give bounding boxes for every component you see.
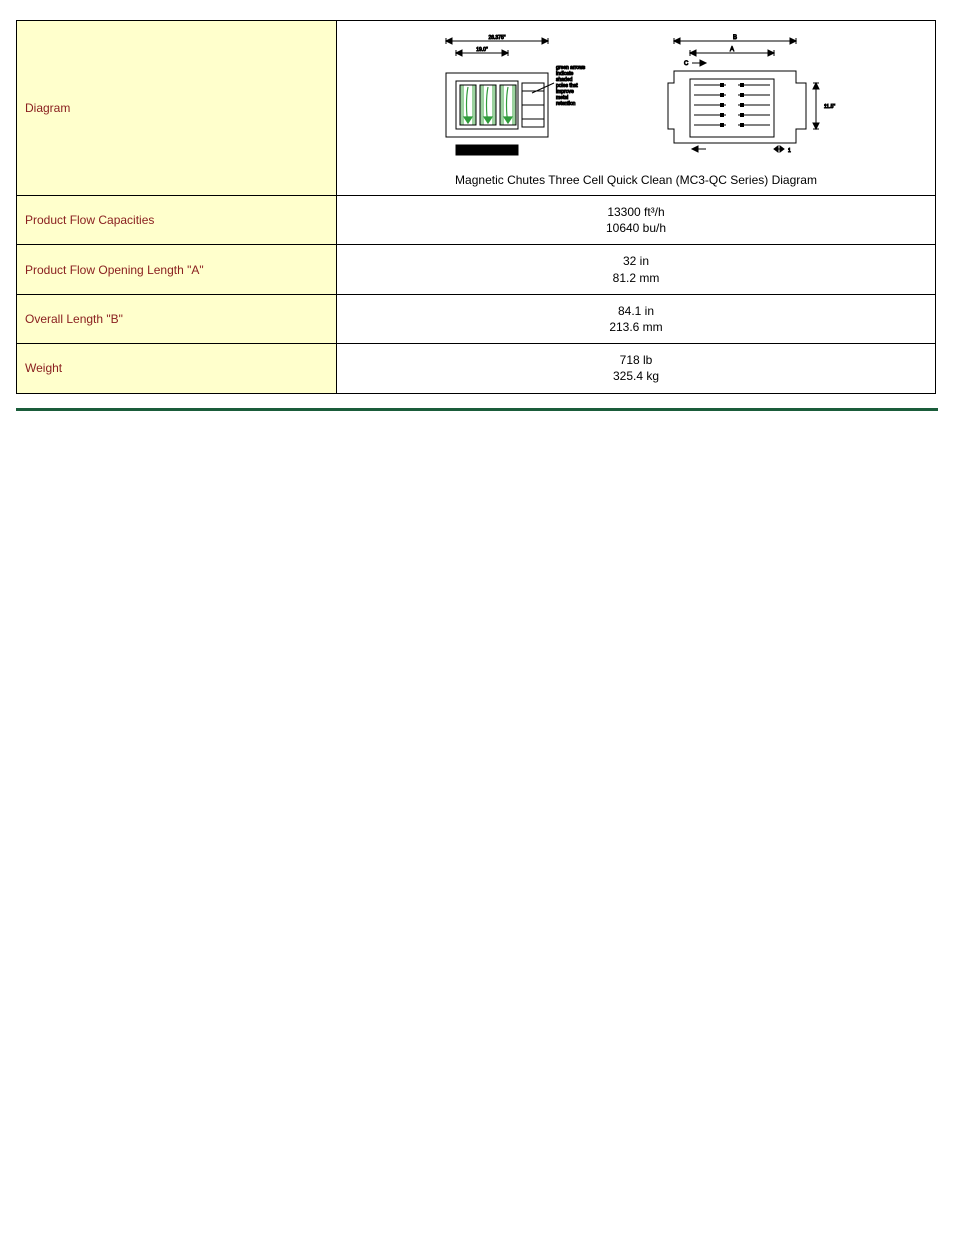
note-6: retention (556, 101, 576, 107)
overall-b-2: 213.6 mm (609, 320, 662, 334)
dim-A: A (730, 47, 734, 53)
label-open-a: Product Flow Opening Length "A" (17, 245, 337, 294)
open-a-1: 32 in (623, 254, 649, 268)
label-weight: Weight (17, 344, 337, 393)
value-flow-cap: 13300 ft³/h 10640 bu/h (337, 196, 936, 245)
weight-1: 718 lb (620, 353, 653, 367)
flow-cap-2: 10640 bu/h (606, 221, 666, 235)
dim-full: 26.375" (488, 35, 505, 41)
row-open-a: Product Flow Opening Length "A" 32 in 81… (17, 245, 936, 294)
diagram-left-icon: 26.375" 19.0" (436, 33, 606, 163)
value-weight: 718 lb 325.4 kg (337, 344, 936, 393)
row-diagram: Diagram 26.375" (17, 21, 936, 196)
value-overall-b: 84.1 in 213.6 mm (337, 294, 936, 343)
row-flow-cap: Product Flow Capacities 13300 ft³/h 1064… (17, 196, 936, 245)
value-open-a: 32 in 81.2 mm (337, 245, 936, 294)
cell-diagram: 26.375" 19.0" (337, 21, 936, 196)
svg-text:green arrows ind: green arrows indicate shaded poles that … (556, 65, 587, 107)
label-flow-cap: Product Flow Capacities (17, 196, 337, 245)
open-a-2: 81.2 mm (613, 271, 660, 285)
label-diagram: Diagram (17, 21, 337, 196)
row-overall-b: Overall Length "B" 84.1 in 213.6 mm (17, 294, 936, 343)
dim-1: 1 (788, 148, 791, 154)
row-weight: Weight 718 lb 325.4 kg (17, 344, 936, 393)
section-label: SECTION C-C (471, 148, 504, 154)
diagram-svg-wrap: 26.375" 19.0" (345, 29, 927, 163)
dim-inner: 19.0" (476, 47, 488, 53)
diagram-caption: Magnetic Chutes Three Cell Quick Clean (… (345, 173, 927, 187)
dim-height: 11.5" (824, 104, 835, 110)
diagram-right-icon: B A C (666, 33, 836, 163)
flow-cap-1: 13300 ft³/h (607, 205, 664, 219)
weight-2: 325.4 kg (613, 369, 659, 383)
label-overall-b: Overall Length "B" (17, 294, 337, 343)
overall-b-1: 84.1 in (618, 304, 654, 318)
dim-B: B (733, 35, 737, 41)
spec-table: Diagram 26.375" (16, 20, 936, 394)
dim-C: C (684, 61, 689, 67)
divider-rule (16, 408, 938, 411)
